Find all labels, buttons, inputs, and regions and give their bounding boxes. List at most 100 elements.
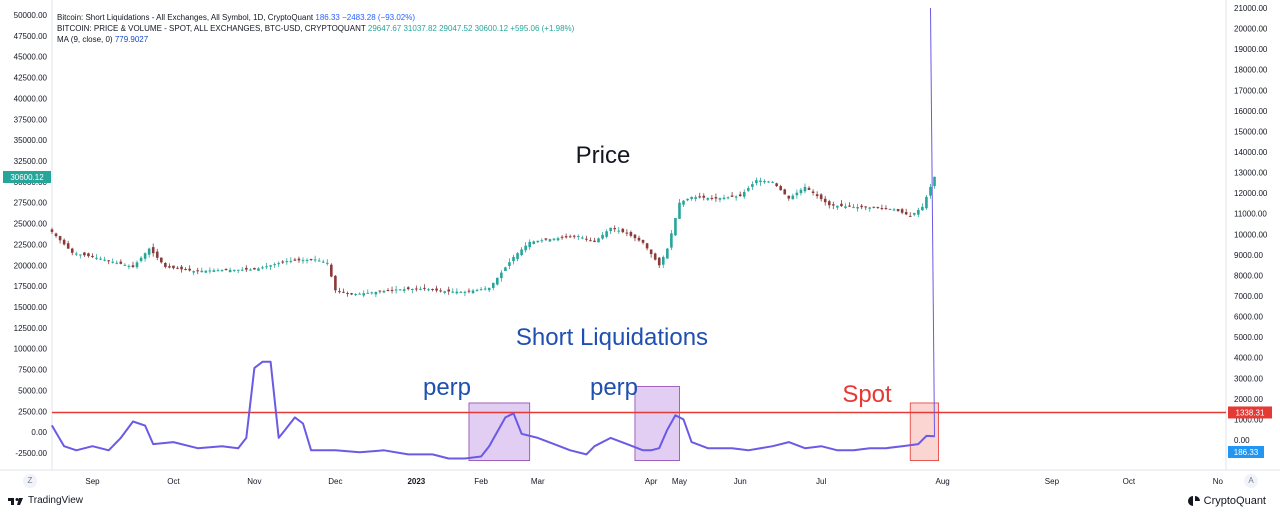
price-candle [297,256,301,263]
price-candle [204,270,208,273]
price-candle [443,290,446,295]
short-liquidations-point [901,445,903,447]
left-axis-tick: 0.00 [31,428,47,437]
price-candle [560,235,564,240]
short-liquidations-point [237,447,239,449]
price-last-badge: 30600.12 [10,173,44,182]
price-candle [245,265,248,273]
price-candle [394,285,398,294]
price-candle [354,293,357,297]
price-candle [516,252,519,262]
price-candle [880,204,884,211]
short-liquidations-point [852,449,855,451]
cryptoquant-branding[interactable]: CryptoQuant [1187,495,1266,507]
legend-row-price[interactable]: BITCOIN: PRICE & VOLUME - SPOT, ALL EXCH… [57,23,574,34]
price-candle [220,269,224,272]
scale-z-button[interactable]: Z [23,474,37,488]
price-candle [860,203,863,210]
price-candle [346,291,349,297]
legend-row-liquidations[interactable]: Bitcoin: Short Liquidations - All Exchan… [57,12,574,23]
price-candle [864,206,868,211]
price-candle [755,177,758,186]
price-candle [212,268,216,273]
legend-ma-label: MA (9, close, 0) [57,35,113,44]
price-candle [552,238,556,242]
short-liquidations-point [448,457,450,460]
short-liquidations-point [270,361,272,363]
short-liquidations-line[interactable] [51,360,935,460]
perp-annotation-1: perp [423,374,471,401]
price-candle [888,208,892,210]
left-axis-tick: 27500.00 [14,199,48,208]
short-liquidations-point [132,420,134,423]
short-liquidations-point [197,447,199,449]
price-candle [532,240,536,245]
tradingview-branding[interactable]: TradingView [8,495,83,506]
time-axis[interactable]: Sep Oct Nov Dec 2023 Feb Mar Apr May Jun Jul Aug Sep… [85,477,1223,486]
price-candle [487,287,491,293]
legend-price-change: +595.06 (+1.98%) [510,24,575,33]
price-candle [678,198,681,219]
price-candle [661,255,665,268]
price-candles[interactable] [50,176,936,298]
price-candle [406,286,410,291]
liq-last-badge-bg [1228,446,1264,458]
short-liquidations-point [674,414,677,416]
price-candle [439,288,442,293]
time-axis-tick: Sep [85,477,100,486]
time-axis-tick: Feb [474,477,488,486]
short-liquidations-spike[interactable] [930,7,935,437]
price-candle [751,181,754,190]
hline-badge: 1338.31 [1236,408,1265,417]
legend-row-ma[interactable]: MA (9, close, 0) 779.9027 [57,34,574,45]
price-candle [273,262,276,269]
price-candle [216,268,220,272]
price-candle [694,195,697,202]
price-candle [601,232,604,240]
price-candle [633,234,637,242]
price-candle [378,290,382,294]
price-candle [848,202,851,207]
price-candle [698,192,702,199]
price-candle [455,288,459,295]
left-axis-tick: 45000.00 [14,53,48,62]
price-candle [556,236,560,242]
right-axis[interactable]: 21000.00 20000.00 19000.00 18000.00 17000.00… [1234,4,1268,445]
price-candle [929,183,932,199]
short-liquidations-point [537,437,539,439]
price-candle [649,249,653,258]
price-candle [815,191,819,199]
price-candle [856,203,859,212]
price-candle [54,232,58,238]
short-liquidations-point [261,361,264,363]
price-candle [402,286,406,294]
right-axis-tick: 19000.00 [1234,45,1268,54]
right-axis-tick: 18000.00 [1234,66,1268,75]
price-candle [119,259,123,265]
short-liquidations-point [788,441,790,443]
price-candle [605,229,608,239]
price-candle [269,264,272,271]
price-candle [313,255,317,263]
price-candle [783,188,787,195]
price-candle [281,260,285,265]
short-liquidations-point [707,447,709,449]
price-candle [568,234,572,238]
right-axis-tick: 21000.00 [1234,4,1268,13]
price-candle [410,288,414,294]
price-candle [872,206,876,209]
price-candle [738,191,742,197]
short-liquidations-point [933,435,936,437]
scale-auto-button[interactable]: A [1244,474,1258,488]
price-candle [637,235,641,242]
time-axis-tick: 2023 [407,477,425,486]
short-liquidations-point [585,453,587,455]
price-candle [779,184,782,191]
price-candle [309,258,313,262]
short-liquidations-point [504,416,507,418]
price-candle [168,263,171,269]
price-candle [95,254,98,260]
price-candle [645,242,649,251]
price-candle [289,257,293,264]
